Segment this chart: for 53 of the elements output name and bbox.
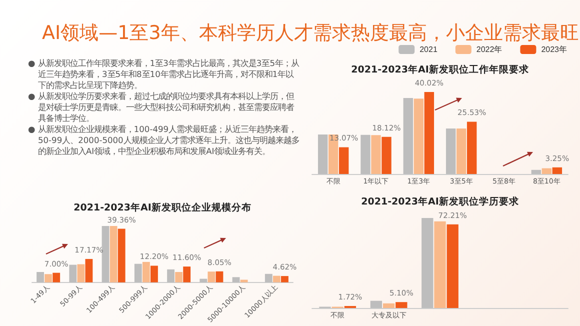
- bar: [102, 226, 110, 282]
- bar: [142, 262, 150, 282]
- bar: [396, 302, 408, 308]
- bar: [446, 128, 456, 174]
- bar: [446, 224, 458, 308]
- chart-title: 2021-2023年AI新发职位学历要求: [361, 196, 520, 208]
- bar: [360, 134, 370, 174]
- bar: [36, 272, 44, 282]
- bar: [382, 136, 392, 174]
- bar: [272, 276, 280, 282]
- bar: [85, 258, 93, 282]
- bar: [371, 135, 381, 174]
- bar: [183, 266, 191, 282]
- text: ● 从新发职位学历要求来看，超过七成的职位均要求具有本科以上学历，但是对硕士学历更是青睐。一些大型科技公司和研究机构，甚至需要应聘者具备博士学位。: [28, 91, 296, 124]
- chart-title: 2021-2023年AI新发职位工作年限要求: [351, 64, 530, 76]
- bar: [338, 147, 349, 174]
- bar: [422, 218, 434, 308]
- text: ● 从新发职位企业规模来看，100-499人需求最旺盛；从近三年趋势来看，50-99人、2000-5000人规模企业人才需求逐年上升。这也与明越来越多的新企业加入AI领域，中型企业积极布局和发展AI领域业务有关。: [28, 124, 300, 157]
- bar: [456, 128, 466, 174]
- bar: [52, 272, 60, 282]
- bar: [318, 134, 328, 174]
- bar: [542, 168, 552, 174]
- bar: [232, 277, 240, 282]
- bar: [77, 264, 85, 282]
- bar: [264, 274, 272, 282]
- bar: [434, 221, 446, 308]
- bar: [531, 170, 542, 174]
- bar: [200, 278, 208, 282]
- bar: [167, 269, 174, 282]
- bar: [424, 92, 434, 174]
- text: ● 从新发职位工作年限要求来看，1至3年需求占比最高，其次是3至5年；从近三年趋势来看，3至5年和8至10年需求占比逐年升高，对不限和1年以下的需求占比呈现下降趋势。: [28, 58, 300, 91]
- legend-label: 2021: [420, 45, 438, 54]
- bar: [150, 266, 158, 282]
- bar: [552, 167, 562, 174]
- bar: [414, 98, 424, 174]
- chart-title: 2021-2023年AI新发职位企业规模分布: [74, 202, 252, 214]
- bar: [175, 272, 183, 282]
- text: AI领域—1至3年、本科学历人才需求热度最高，小企业需求最旺: [42, 21, 579, 46]
- bar: [370, 300, 382, 308]
- bar: [44, 274, 52, 282]
- legend-label: 2022年: [476, 45, 502, 54]
- bar: [240, 280, 248, 282]
- bar: [281, 276, 288, 282]
- legend-label: 2023年: [541, 45, 567, 54]
- bar: [466, 122, 477, 174]
- bar: [110, 226, 118, 282]
- bar: [382, 303, 395, 308]
- bar: [69, 264, 77, 282]
- bar: [216, 271, 224, 282]
- bar: [208, 272, 216, 282]
- bar: [403, 98, 414, 174]
- bar: [118, 228, 126, 282]
- bar: [134, 264, 142, 282]
